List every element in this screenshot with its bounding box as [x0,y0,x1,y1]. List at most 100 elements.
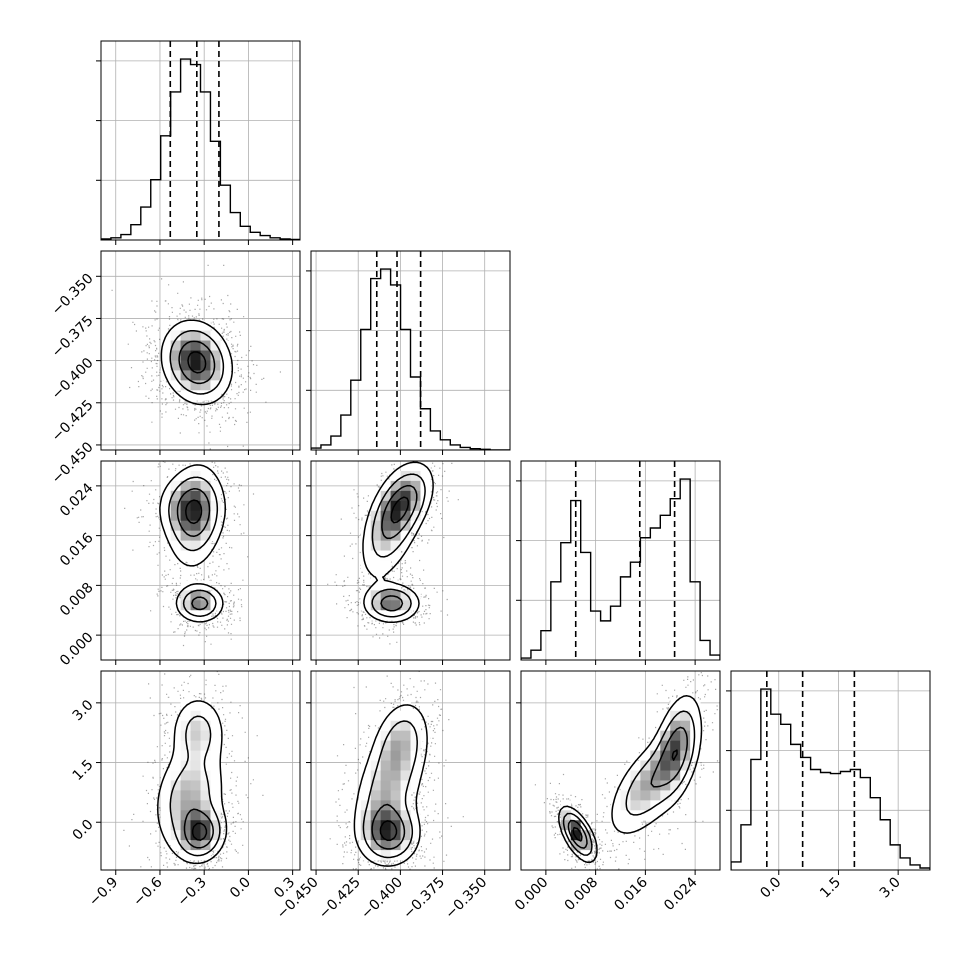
scatter-panel-1-3: 0.000 0.008 0.016 0.024 [57,460,301,669]
density-cell [360,810,372,821]
contour-level-4 [159,464,227,623]
density-cell [360,830,372,841]
density-cell [690,700,701,712]
density-cell [420,480,431,492]
density-cell [170,790,181,801]
x-tick-label: −0.350 [442,874,490,922]
x-tick-label: −0.375 [400,874,448,922]
density-cell [650,790,661,801]
density-cell [360,840,372,851]
density-cell [690,720,701,732]
density-cell [210,510,221,522]
panel-frame [310,460,511,661]
density-cell [400,490,411,502]
density-cell [210,370,221,381]
density-cell [190,700,201,712]
density-cell [370,750,382,761]
density-cell [670,730,681,742]
density-cell [160,780,172,791]
density-cell [170,520,181,532]
density-cell [410,820,421,831]
density-cell [370,780,382,791]
density-cell [610,810,621,821]
x-tick-label: 1.5 [817,874,844,901]
scatter-panel-2-3 [306,460,511,665]
density-cell [190,380,201,391]
density-cell [380,750,391,761]
density-cell [410,830,421,841]
panel-frame [310,250,511,451]
density-cell [370,540,382,551]
density-cell [400,840,411,851]
density-cell [630,780,641,791]
density-cell [380,850,391,861]
density-cell [630,820,641,831]
density-cell [170,360,181,371]
density-cell [650,760,661,771]
density-cell [400,750,411,761]
density-cell [680,700,691,712]
density-cell [190,510,201,522]
density-cell [190,590,201,601]
density-cell [200,390,211,401]
density-cell [200,760,211,771]
density-cell [400,710,411,722]
density-cell [650,740,661,751]
density-cell [210,590,221,601]
density-cell [200,720,211,732]
contour-level-2 [178,340,216,385]
density-cell [380,780,391,791]
density-cell [190,550,201,561]
density-cell [390,500,401,512]
density-cell [660,730,671,742]
contour-level-2 [380,484,418,612]
density-cell [370,600,382,611]
density-cell [680,740,691,751]
density-cell [210,720,221,732]
density-cell [390,740,401,751]
density-cell [390,840,401,851]
density-cell [370,740,382,751]
density-cell [210,530,221,541]
density-cell [410,480,421,492]
density-cell [350,810,362,821]
density-cell [180,800,191,811]
density-cell [660,760,671,771]
density-cell [670,780,681,791]
density-cell [180,610,191,621]
panel-frame [520,670,721,871]
density-cell [380,500,391,512]
density-cell [420,490,431,502]
density-cell [400,770,411,781]
scatter-points [327,461,459,645]
density-cell [170,840,181,851]
density-cell [220,350,231,361]
density-cell [380,590,391,601]
density-cell [200,320,211,331]
density-cell [410,461,421,472]
density-cell [190,740,201,751]
density-cell [190,760,201,771]
density-cell [390,800,401,811]
density-cell [180,480,191,492]
density-cell [640,750,651,761]
y-tick-label: −0.425 [49,397,97,445]
density-cell [180,770,191,781]
density-cell [210,830,221,841]
density-cell [630,760,641,771]
density-cell [180,840,191,851]
density-cell [390,550,401,561]
density-cell [660,770,671,781]
density-cell [170,500,181,512]
density-cell [210,380,221,391]
density-cell [180,600,191,611]
density-cell [370,520,382,532]
density-cell [370,770,382,781]
density-cell [170,730,181,742]
density-cell [170,740,181,751]
density-cell [660,800,671,811]
density-cell [410,780,421,791]
density-cell [390,610,401,621]
density-cell [370,840,382,851]
